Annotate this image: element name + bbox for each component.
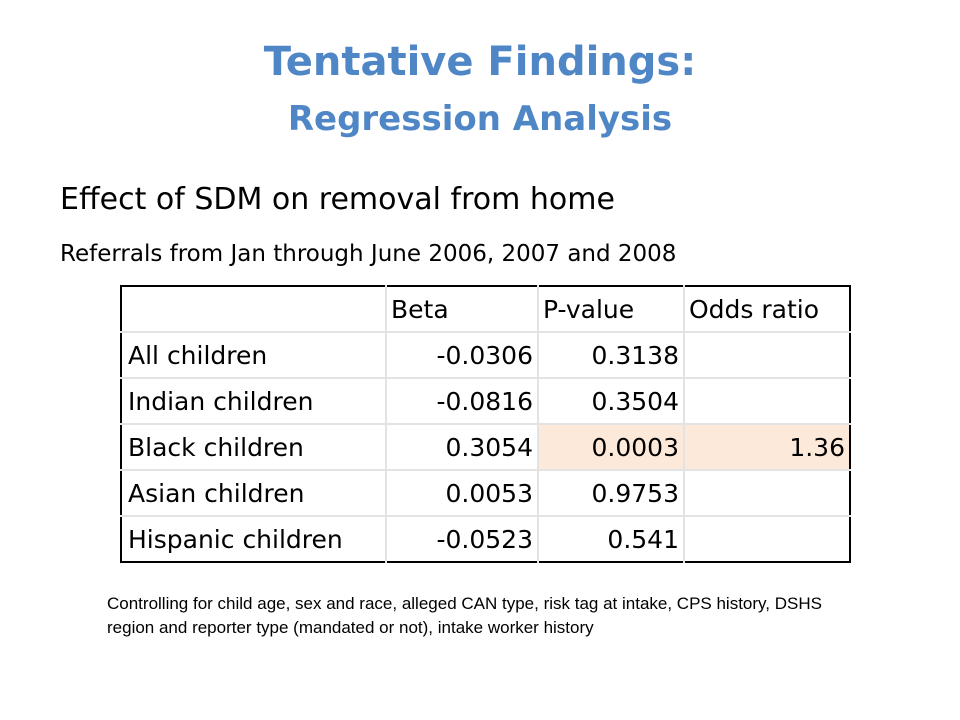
- beta-value: 0.3054: [386, 424, 539, 471]
- header-cell-odds-ratio: Odds ratio: [684, 286, 850, 333]
- table-row: Hispanic children -0.0523 0.541: [121, 516, 850, 562]
- table-row: Black children 0.3054 0.0003 1.36: [121, 424, 850, 471]
- section-subheading: Referrals from Jan through June 2006, 20…: [60, 241, 677, 267]
- row-label: Hispanic children: [121, 516, 387, 562]
- pvalue-value: 0.3138: [538, 332, 685, 379]
- row-label: Black children: [121, 424, 387, 471]
- beta-value: -0.0523: [386, 516, 539, 562]
- pvalue-value: 0.3504: [538, 378, 685, 425]
- table-row: Asian children 0.0053 0.9753: [121, 470, 850, 517]
- row-label: Indian children: [121, 378, 387, 425]
- header-cell-blank: [121, 286, 387, 333]
- beta-value: -0.0816: [386, 378, 539, 425]
- regression-table: Beta P-value Odds ratio All children -0.…: [120, 285, 851, 563]
- table-row: All children -0.0306 0.3138: [121, 332, 850, 379]
- table-header-row: Beta P-value Odds ratio: [121, 286, 850, 333]
- odds-ratio-value-highlighted: 1.36: [684, 424, 850, 471]
- pvalue-value: 0.541: [538, 516, 685, 562]
- odds-ratio-value: [684, 332, 850, 379]
- slide-title: Tentative Findings:: [263, 39, 697, 85]
- odds-ratio-value: [684, 470, 850, 517]
- row-label: Asian children: [121, 470, 387, 517]
- pvalue-value-highlighted: 0.0003: [538, 424, 685, 471]
- odds-ratio-value: [684, 516, 850, 562]
- header-cell-beta: Beta: [386, 286, 539, 333]
- pvalue-value: 0.9753: [538, 470, 685, 517]
- beta-value: -0.0306: [386, 332, 539, 379]
- beta-value: 0.0053: [386, 470, 539, 517]
- table-row: Indian children -0.0816 0.3504: [121, 378, 850, 425]
- odds-ratio-value: [684, 378, 850, 425]
- footnote-controls: Controlling for child age, sex and race,…: [107, 594, 822, 637]
- header-cell-pvalue: P-value: [538, 286, 685, 333]
- slide-subtitle: Regression Analysis: [287, 99, 673, 139]
- row-label: All children: [121, 332, 387, 379]
- section-heading: Effect of SDM on removal from home: [60, 182, 615, 217]
